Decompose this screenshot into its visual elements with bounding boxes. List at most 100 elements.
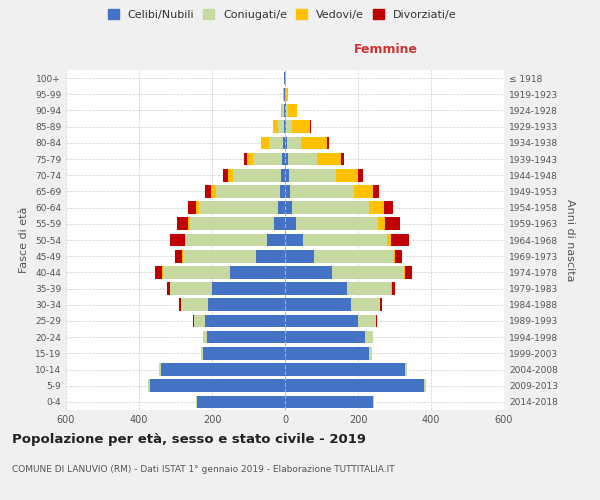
Bar — [170, 234, 185, 246]
Bar — [215, 185, 280, 198]
Bar — [261, 136, 269, 149]
Bar — [303, 234, 387, 246]
Bar — [285, 331, 365, 344]
Bar — [193, 314, 194, 328]
Bar — [406, 363, 407, 376]
Bar — [256, 250, 285, 262]
Bar — [260, 136, 261, 149]
Bar — [206, 331, 285, 344]
Bar — [285, 282, 347, 295]
Bar — [282, 152, 285, 166]
Bar — [290, 185, 355, 198]
Bar — [285, 298, 350, 311]
Bar — [292, 120, 310, 133]
Bar — [358, 314, 376, 328]
Bar — [327, 136, 329, 149]
Bar — [163, 266, 230, 278]
Bar — [178, 218, 188, 230]
Bar — [284, 120, 285, 133]
Bar — [314, 250, 392, 262]
Bar — [185, 234, 187, 246]
Bar — [301, 136, 327, 149]
Bar — [392, 282, 395, 295]
Bar — [378, 218, 385, 230]
Bar — [148, 380, 150, 392]
Bar — [285, 250, 314, 262]
Bar — [284, 104, 285, 117]
Bar — [181, 298, 208, 311]
Bar — [285, 380, 424, 392]
Bar — [285, 234, 303, 246]
Bar — [283, 88, 284, 101]
Text: Popolazione per età, sesso e stato civile - 2019: Popolazione per età, sesso e stato civil… — [12, 432, 366, 446]
Bar — [285, 218, 296, 230]
Bar — [424, 380, 425, 392]
Bar — [365, 331, 373, 344]
Bar — [161, 363, 285, 376]
Bar — [281, 169, 285, 181]
Bar — [170, 282, 212, 295]
Bar — [347, 282, 391, 295]
Bar — [380, 298, 382, 311]
Bar — [227, 169, 233, 181]
Bar — [404, 266, 405, 278]
Text: COMUNE DI LANUVIO (RM) - Dati ISTAT 1° gennaio 2019 - Elaborazione TUTTITALIA.IT: COMUNE DI LANUVIO (RM) - Dati ISTAT 1° g… — [12, 465, 395, 474]
Bar — [285, 185, 290, 198]
Bar — [285, 314, 358, 328]
Bar — [233, 169, 281, 181]
Bar — [285, 347, 369, 360]
Bar — [208, 298, 285, 311]
Bar — [285, 120, 286, 133]
Bar — [373, 396, 374, 408]
Bar — [205, 185, 211, 198]
Bar — [212, 282, 285, 295]
Bar — [287, 104, 296, 117]
Text: Femmine: Femmine — [354, 44, 418, 57]
Bar — [280, 185, 285, 198]
Bar — [392, 250, 395, 262]
Bar — [187, 234, 267, 246]
Bar — [285, 169, 289, 181]
Bar — [203, 347, 285, 360]
Bar — [350, 298, 380, 311]
Bar — [269, 136, 283, 149]
Bar — [383, 202, 392, 214]
Bar — [369, 347, 372, 360]
Bar — [183, 250, 256, 262]
Bar — [405, 266, 412, 278]
Bar — [395, 250, 402, 262]
Bar — [287, 136, 301, 149]
Bar — [267, 234, 285, 246]
Bar — [182, 250, 183, 262]
Bar — [285, 363, 406, 376]
Bar — [194, 314, 205, 328]
Bar — [188, 218, 190, 230]
Bar — [336, 169, 358, 181]
Bar — [288, 152, 317, 166]
Bar — [373, 185, 379, 198]
Bar — [285, 136, 287, 149]
Bar — [190, 218, 274, 230]
Bar — [391, 282, 392, 295]
Bar — [188, 202, 196, 214]
Bar — [150, 380, 285, 392]
Bar — [179, 298, 181, 311]
Bar — [376, 314, 377, 328]
Bar — [223, 169, 227, 181]
Bar — [155, 266, 162, 278]
Bar — [358, 169, 364, 181]
Bar — [289, 169, 336, 181]
Bar — [278, 202, 285, 214]
Bar — [355, 185, 373, 198]
Bar — [175, 250, 182, 262]
Bar — [391, 234, 409, 246]
Bar — [203, 331, 206, 344]
Bar — [199, 202, 278, 214]
Bar — [247, 152, 253, 166]
Bar — [285, 152, 288, 166]
Bar — [205, 314, 285, 328]
Bar — [283, 136, 285, 149]
Bar — [278, 120, 284, 133]
Bar — [341, 152, 344, 166]
Bar — [285, 202, 292, 214]
